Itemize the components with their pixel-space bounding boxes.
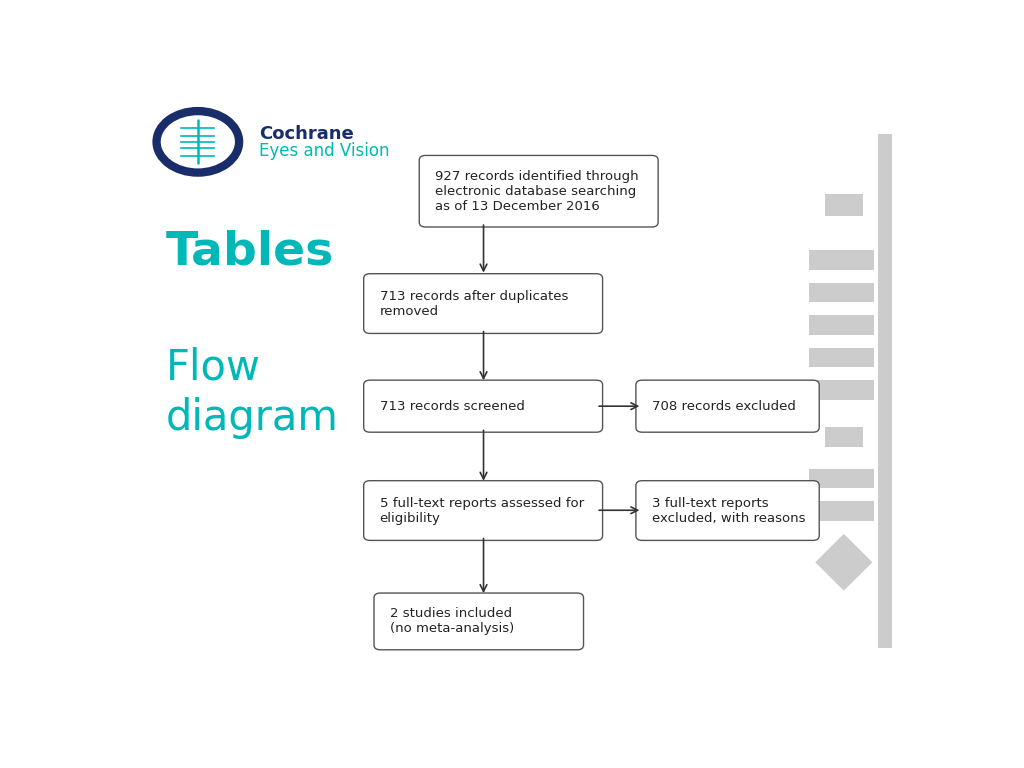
FancyBboxPatch shape	[374, 593, 584, 650]
FancyBboxPatch shape	[824, 428, 863, 447]
Text: 708 records excluded: 708 records excluded	[652, 399, 796, 412]
FancyBboxPatch shape	[824, 194, 863, 217]
FancyBboxPatch shape	[419, 155, 658, 227]
FancyBboxPatch shape	[364, 380, 602, 432]
FancyBboxPatch shape	[878, 134, 892, 648]
Text: 927 records identified through
electronic database searching
as of 13 December 2: 927 records identified through electroni…	[435, 170, 639, 213]
FancyBboxPatch shape	[809, 283, 873, 302]
FancyBboxPatch shape	[636, 380, 819, 432]
FancyBboxPatch shape	[809, 315, 873, 335]
Text: 713 records after duplicates
removed: 713 records after duplicates removed	[380, 290, 568, 318]
FancyBboxPatch shape	[809, 502, 873, 521]
FancyBboxPatch shape	[809, 380, 873, 399]
FancyBboxPatch shape	[809, 250, 873, 270]
Text: Tables: Tables	[166, 230, 335, 274]
FancyBboxPatch shape	[364, 273, 602, 333]
Text: 2 studies included
(no meta-analysis): 2 studies included (no meta-analysis)	[390, 607, 514, 635]
Text: Flow
diagram: Flow diagram	[166, 346, 339, 439]
FancyBboxPatch shape	[809, 348, 873, 367]
Text: Eyes and Vision: Eyes and Vision	[259, 142, 389, 161]
Text: Cochrane: Cochrane	[259, 124, 353, 143]
Text: 5 full-text reports assessed for
eligibility: 5 full-text reports assessed for eligibi…	[380, 497, 584, 525]
Text: 713 records screened: 713 records screened	[380, 399, 524, 412]
FancyBboxPatch shape	[809, 468, 873, 488]
Polygon shape	[815, 534, 872, 591]
FancyBboxPatch shape	[364, 481, 602, 541]
Text: 3 full-text reports
excluded, with reasons: 3 full-text reports excluded, with reaso…	[652, 497, 805, 525]
FancyBboxPatch shape	[636, 481, 819, 541]
